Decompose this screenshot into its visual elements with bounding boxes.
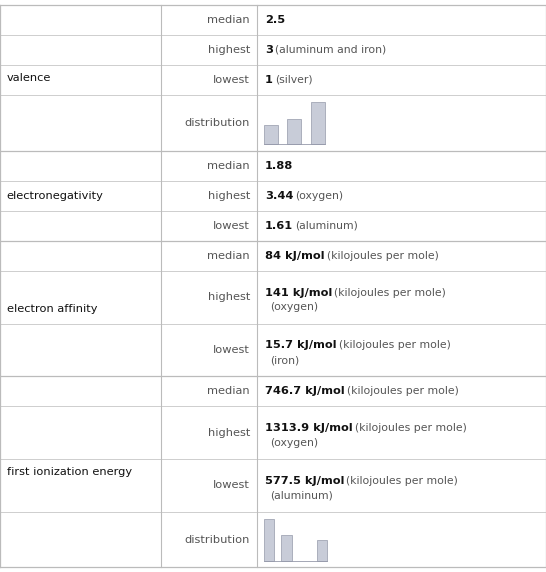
Text: 1313.9 kJ/mol: 1313.9 kJ/mol (265, 423, 353, 433)
Text: 746.7 kJ/mol: 746.7 kJ/mol (265, 386, 345, 396)
Text: (oxygen): (oxygen) (295, 190, 343, 201)
Text: median: median (207, 15, 250, 25)
Text: first ionization energy: first ionization energy (7, 467, 132, 477)
Text: lowest: lowest (213, 75, 250, 85)
Bar (282, 535, 292, 561)
Text: (kilojoules per mole): (kilojoules per mole) (327, 251, 438, 261)
Text: 84 kJ/mol: 84 kJ/mol (265, 251, 324, 261)
Bar (264, 519, 274, 561)
Text: median: median (207, 251, 250, 261)
Text: median: median (207, 386, 250, 396)
Text: (iron): (iron) (270, 355, 300, 365)
Text: (kilojoules per mole): (kilojoules per mole) (347, 476, 459, 486)
Text: highest: highest (207, 45, 250, 55)
Text: distribution: distribution (185, 535, 250, 545)
Text: lowest: lowest (213, 345, 250, 355)
Text: lowest: lowest (213, 480, 250, 490)
Text: median: median (207, 161, 250, 170)
Bar (264, 125, 277, 144)
Text: 3: 3 (265, 45, 273, 55)
Bar (311, 102, 325, 144)
Text: (aluminum): (aluminum) (270, 490, 333, 500)
Bar (287, 118, 301, 144)
Text: electron affinity: electron affinity (7, 304, 97, 313)
Text: highest: highest (207, 292, 250, 302)
Text: highest: highest (207, 428, 250, 438)
Text: (kilojoules per mole): (kilojoules per mole) (347, 386, 459, 396)
Text: 2.5: 2.5 (265, 15, 285, 25)
Text: highest: highest (207, 190, 250, 201)
Text: valence: valence (7, 73, 51, 82)
Text: 1.61: 1.61 (265, 221, 293, 231)
Text: 1: 1 (265, 75, 272, 85)
Text: (kilojoules per mole): (kilojoules per mole) (355, 423, 467, 433)
Text: 577.5 kJ/mol: 577.5 kJ/mol (265, 476, 345, 486)
Text: 1.88: 1.88 (265, 161, 293, 170)
Text: lowest: lowest (213, 221, 250, 231)
Text: 15.7 kJ/mol: 15.7 kJ/mol (265, 340, 336, 351)
Text: (aluminum): (aluminum) (295, 221, 358, 231)
Text: (oxygen): (oxygen) (270, 438, 318, 448)
Text: 3.44: 3.44 (265, 190, 293, 201)
Text: electronegativity: electronegativity (7, 190, 103, 201)
Text: (silver): (silver) (275, 75, 312, 85)
Text: 141 kJ/mol: 141 kJ/mol (265, 288, 332, 297)
Text: (kilojoules per mole): (kilojoules per mole) (339, 340, 450, 351)
Text: distribution: distribution (185, 118, 250, 128)
Text: (aluminum and iron): (aluminum and iron) (275, 45, 386, 55)
Text: (kilojoules per mole): (kilojoules per mole) (334, 288, 446, 297)
Bar (317, 539, 328, 561)
Text: (oxygen): (oxygen) (270, 303, 318, 312)
